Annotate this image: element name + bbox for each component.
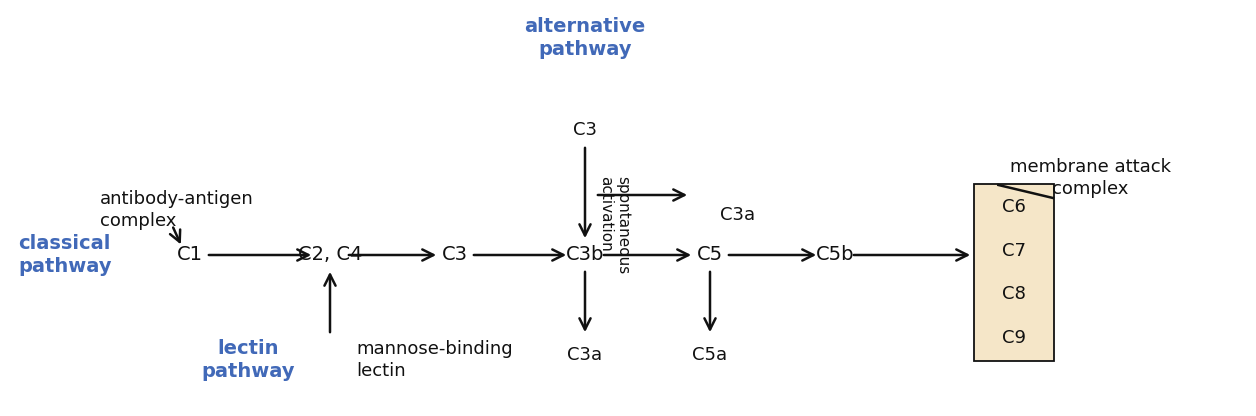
Text: C3: C3 bbox=[573, 121, 597, 139]
Text: C3b: C3b bbox=[565, 245, 604, 265]
Text: spontaneous
activation: spontaneous activation bbox=[598, 176, 631, 274]
Text: antibody-antigen
complex: antibody-antigen complex bbox=[100, 190, 254, 230]
Text: C8: C8 bbox=[1002, 285, 1026, 303]
Text: C9: C9 bbox=[1002, 329, 1026, 347]
Text: C5: C5 bbox=[697, 245, 723, 265]
Text: C5a: C5a bbox=[692, 346, 727, 364]
Text: C1: C1 bbox=[177, 245, 203, 265]
Text: C3: C3 bbox=[442, 245, 468, 265]
Text: mannose-binding
lectin: mannose-binding lectin bbox=[355, 340, 512, 380]
Text: C3a: C3a bbox=[720, 206, 755, 224]
Text: C6: C6 bbox=[1002, 198, 1026, 216]
Text: lectin
pathway: lectin pathway bbox=[201, 339, 295, 381]
Text: membrane attack
complex: membrane attack complex bbox=[1010, 158, 1171, 198]
FancyBboxPatch shape bbox=[973, 184, 1054, 361]
Text: C3a: C3a bbox=[568, 346, 603, 364]
Text: alternative
pathway: alternative pathway bbox=[524, 17, 646, 59]
Text: C7: C7 bbox=[1002, 242, 1026, 260]
Text: C2, C4: C2, C4 bbox=[298, 245, 362, 265]
Text: classical
pathway: classical pathway bbox=[18, 234, 112, 276]
Text: C5b: C5b bbox=[815, 245, 854, 265]
